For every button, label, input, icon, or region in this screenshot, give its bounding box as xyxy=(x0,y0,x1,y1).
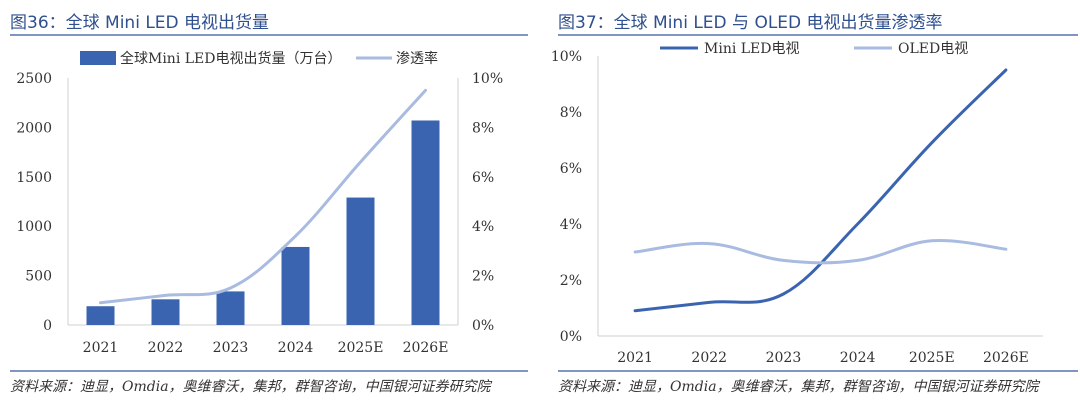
left-y-tick-label: 500 xyxy=(25,269,52,285)
source-note: 资料来源：迪显，Omdia，奥维睿沃，集邦，群智咨询，中国银河证券研究院 xyxy=(10,379,491,395)
left-y-tick-label: 2500 xyxy=(16,71,52,87)
penetration-line xyxy=(99,88,427,305)
shipment-bar-chart: 0 500 1000 1500 2000 2500 0% 2% 4% 6% 8% 10% 2021 202… xyxy=(16,50,503,356)
y-tick-label: 10% xyxy=(551,49,582,65)
y-tick-label: 0% xyxy=(560,329,582,345)
source-rule xyxy=(558,370,1078,372)
title-rule xyxy=(10,34,528,36)
right-y-tick-label: 10% xyxy=(472,71,503,87)
x-tick-label: 2021 xyxy=(617,350,653,366)
mini-led-line xyxy=(633,68,1008,313)
x-tick-label: 2026E xyxy=(403,340,449,356)
left-y-tick-label: 0 xyxy=(43,318,52,334)
shipment-bar xyxy=(411,120,440,325)
right-y-tick-label: 8% xyxy=(472,120,494,136)
shipment-bar xyxy=(281,246,310,325)
source-note: 资料来源：迪显，Omdia，奥维睿沃，集邦，群智咨询，中国银河证券研究院 xyxy=(558,379,1039,395)
x-tick-label: 2021 xyxy=(83,340,119,356)
right-y-tick-label: 0% xyxy=(472,318,494,334)
right-y-tick-label: 6% xyxy=(472,170,494,186)
x-tick-label: 2022 xyxy=(148,340,184,356)
shipment-bar xyxy=(151,299,180,325)
x-tick-label: 2022 xyxy=(691,350,727,366)
right-y-tick-label: 4% xyxy=(472,219,494,235)
left-y-tick-label: 2000 xyxy=(16,120,52,136)
shipment-bar xyxy=(86,306,115,325)
y-tick-label: 4% xyxy=(560,217,582,233)
shipment-bar xyxy=(346,197,375,325)
legend-oled-label: OLED电视 xyxy=(898,41,968,57)
left-y-tick-label: 1500 xyxy=(16,170,52,186)
figure-37-title: 图37：全球 Mini LED 与 OLED 电视出货量渗透率 xyxy=(558,13,943,33)
title-rule xyxy=(558,34,1078,36)
legend-bar-label: 全球Mini LED电视出货量（万台） xyxy=(120,50,342,67)
legend-bar-swatch xyxy=(80,51,116,65)
legend-mini-led-label: Mini LED电视 xyxy=(704,41,800,57)
x-tick-label: 2024 xyxy=(840,350,876,366)
legend-line-label: 渗透率 xyxy=(396,50,438,67)
shipment-bar xyxy=(216,291,245,325)
x-tick-label: 2024 xyxy=(278,340,314,356)
x-tick-label: 2023 xyxy=(213,340,249,356)
y-tick-label: 6% xyxy=(560,161,582,177)
x-tick-label: 2025E xyxy=(909,350,955,366)
right-y-tick-label: 2% xyxy=(472,269,494,285)
figure-36-title: 图36：全球 Mini LED 电视出货量 xyxy=(10,13,270,33)
figure-37-panel: 图37：全球 Mini LED 与 OLED 电视出货量渗透率 0% 2% 4% 6%… xyxy=(548,0,1080,405)
y-tick-label: 8% xyxy=(560,105,582,121)
oled-line xyxy=(633,239,1008,265)
x-tick-label: 2023 xyxy=(766,350,802,366)
x-tick-label: 2025E xyxy=(338,340,384,356)
x-tick-label: 2026E xyxy=(983,350,1029,366)
y-tick-label: 2% xyxy=(560,273,582,289)
left-y-tick-label: 1000 xyxy=(16,219,52,235)
source-rule xyxy=(10,370,528,372)
figure-36-panel: 图36：全球 Mini LED 电视出货量 0 500 1000 1500 2000 25… xyxy=(0,0,530,405)
penetration-line-chart: 0%2%4%6%8%10%2021 2022 2023 2024 2025E 2026E … xyxy=(551,41,1043,366)
